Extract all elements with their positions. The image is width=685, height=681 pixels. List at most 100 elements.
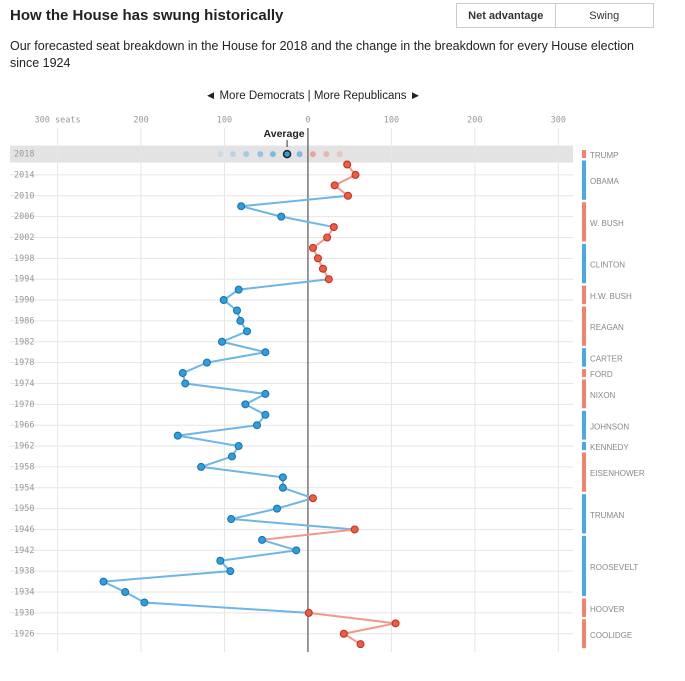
y-tick-label: 2010 xyxy=(14,191,34,201)
president-bar xyxy=(582,535,586,597)
y-tick-label: 1986 xyxy=(14,316,34,326)
y-tick-label: 2014 xyxy=(14,170,34,180)
point xyxy=(308,494,317,503)
y-tick-label: 1954 xyxy=(14,483,34,493)
toggle-button[interactable]: Net advantage xyxy=(457,4,556,27)
x-tick-label: 200 xyxy=(133,116,148,126)
forecast-dot xyxy=(243,151,250,158)
point xyxy=(173,431,182,440)
x-tick-label: 0 xyxy=(305,116,310,126)
line-segment xyxy=(221,340,266,354)
point xyxy=(277,212,286,221)
president-bar xyxy=(582,306,586,346)
line-segment xyxy=(308,611,396,625)
x-tick-label: 200 xyxy=(467,116,482,126)
line-segment xyxy=(261,538,297,552)
president-label: TRUMAN xyxy=(590,511,624,520)
president-bar xyxy=(582,369,586,378)
president-bar xyxy=(582,598,586,617)
y-tick-label: 1970 xyxy=(14,400,34,410)
point xyxy=(343,160,352,169)
y-tick-label: 1978 xyxy=(14,358,34,368)
line-segment xyxy=(103,580,126,593)
point xyxy=(261,348,270,357)
point xyxy=(233,306,242,315)
line-segment xyxy=(221,330,248,343)
y-tick-label: 1934 xyxy=(14,588,34,598)
point xyxy=(178,369,187,378)
president-bar xyxy=(582,452,586,492)
president-label: H.W. BUSH xyxy=(590,292,632,301)
line-segment xyxy=(282,486,314,500)
line-segment xyxy=(343,622,396,635)
toggle: Net advantage Swing xyxy=(456,3,654,28)
president-label: CLINTON xyxy=(590,261,625,270)
president-bar xyxy=(582,150,586,159)
president-label: HOOVER xyxy=(590,605,625,614)
president-bar xyxy=(582,243,586,284)
line-segment xyxy=(182,361,208,374)
line-segment xyxy=(200,455,233,468)
forecast-dot xyxy=(229,151,236,158)
y-tick-label: 1998 xyxy=(14,254,34,264)
point xyxy=(324,275,333,284)
point xyxy=(278,483,287,492)
point xyxy=(313,254,322,263)
president-label: EISENHOWER xyxy=(590,469,645,478)
line-segment xyxy=(177,434,239,448)
toggle-button[interactable]: Swing xyxy=(589,9,620,22)
point xyxy=(236,316,245,325)
president-label: OBAMA xyxy=(590,177,620,186)
president-label: FORD xyxy=(590,370,613,379)
point xyxy=(308,243,317,252)
y-tick-label: 1946 xyxy=(14,525,34,535)
point xyxy=(202,358,211,367)
line-segment xyxy=(103,570,231,583)
point xyxy=(197,462,206,471)
average-label: Average xyxy=(264,128,305,140)
point xyxy=(243,327,252,336)
y-tick-label: 1966 xyxy=(14,421,34,431)
president-label: TRUMP xyxy=(590,151,618,160)
y-tick-label: 1982 xyxy=(14,337,34,347)
x-tick-label: 100 xyxy=(384,116,399,126)
point xyxy=(226,567,235,576)
point xyxy=(351,170,360,179)
line-segment xyxy=(238,278,329,291)
president-label: W. BUSH xyxy=(590,219,624,228)
president-label: KENNEDY xyxy=(590,443,629,452)
forecast-dot xyxy=(323,151,330,158)
average-dot xyxy=(282,149,292,159)
y-tick-label: 1958 xyxy=(14,462,34,472)
x-tick-label: 100 xyxy=(217,116,232,126)
direction-label: ◄ More Democrats | More Republicans ► xyxy=(205,90,421,102)
y-tick-label: 1994 xyxy=(14,275,34,285)
point xyxy=(234,285,243,294)
point xyxy=(140,598,149,607)
line-segment xyxy=(200,465,284,479)
forecast-dot xyxy=(336,151,343,158)
point xyxy=(261,410,270,419)
y-tick-label: 1942 xyxy=(14,546,34,556)
president-label: REAGAN xyxy=(590,323,624,332)
point xyxy=(227,515,236,524)
chart-title: How the House has swung historically xyxy=(10,7,284,24)
point xyxy=(323,233,332,242)
y-tick-label: 1962 xyxy=(14,442,34,452)
point xyxy=(234,442,243,451)
y-tick-label: 1930 xyxy=(14,608,34,618)
forecast-dot xyxy=(296,151,303,158)
forecast-dot xyxy=(309,151,316,158)
point xyxy=(330,181,339,190)
point xyxy=(329,223,338,232)
point xyxy=(253,421,262,430)
y-tick-label: 2006 xyxy=(14,212,34,222)
point xyxy=(237,202,246,211)
y-tick-label: 1938 xyxy=(14,567,34,577)
line-segment xyxy=(177,424,258,437)
forecast-dot xyxy=(269,151,276,158)
point xyxy=(350,525,359,534)
president-bar xyxy=(582,202,586,242)
